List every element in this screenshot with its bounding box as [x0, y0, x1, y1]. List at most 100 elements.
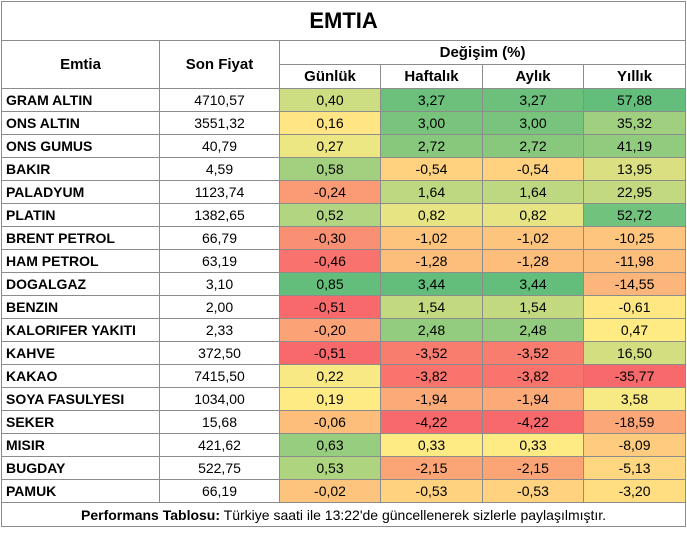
- daily-change: -0,06: [279, 410, 381, 434]
- monthly-change: -1,94: [482, 387, 584, 411]
- table-title: EMTIA: [0, 1, 687, 41]
- monthly-change: 1,54: [482, 295, 584, 319]
- yearly-change: -14,55: [582, 272, 687, 296]
- yearly-change: 35,32: [582, 111, 687, 135]
- table-row: BRENT PETROL 66,79 -0,30 -1,02 -1,02 -10,25: [1, 226, 687, 250]
- weekly-change: 3,27: [380, 88, 483, 112]
- yearly-change: 52,72: [582, 203, 687, 227]
- monthly-change: 3,27: [482, 88, 584, 112]
- last-price: 4710,57: [159, 88, 280, 112]
- commodity-name: BENZIN: [1, 295, 160, 319]
- weekly-change: -1,94: [380, 387, 483, 411]
- monthly-change: -0,54: [482, 157, 584, 181]
- last-price: 4,59: [159, 157, 280, 181]
- yearly-change: -3,20: [582, 479, 687, 503]
- monthly-change: -3,52: [482, 341, 584, 365]
- commodity-name: DOGALGAZ: [1, 272, 160, 296]
- commodity-name: PLATIN: [1, 203, 160, 227]
- last-price: 2,33: [159, 318, 280, 342]
- daily-change: 0,22: [279, 364, 381, 388]
- last-price: 1382,65: [159, 203, 280, 227]
- table-row: BENZIN 2,00 -0,51 1,54 1,54 -0,61: [1, 295, 687, 319]
- table-row: MISIR 421,62 0,63 0,33 0,33 -8,09: [1, 433, 687, 457]
- weekly-change: -1,28: [380, 249, 483, 273]
- last-price: 372,50: [159, 341, 280, 365]
- commodity-name: KAHVE: [1, 341, 160, 365]
- monthly-change: 2,72: [482, 134, 584, 158]
- commodity-name: PALADYUM: [1, 180, 160, 204]
- last-price: 7415,50: [159, 364, 280, 388]
- table-row: GRAM ALTIN 4710,57 0,40 3,27 3,27 57,88: [1, 88, 687, 112]
- header-degisim: Değişim (%): [278, 40, 687, 65]
- daily-change: 0,52: [279, 203, 381, 227]
- footer-note: Performans Tablosu: Türkiye saati ile 13…: [0, 502, 687, 527]
- last-price: 1123,74: [159, 180, 280, 204]
- table-row: ONS ALTIN 3551,32 0,16 3,00 3,00 35,32: [1, 111, 687, 135]
- commodity-name: SOYA FASULYESI: [1, 387, 160, 411]
- monthly-change: 0,33: [482, 433, 584, 457]
- table-row: SEKER 15,68 -0,06 -4,22 -4,22 -18,59: [1, 410, 687, 434]
- daily-change: -0,20: [279, 318, 381, 342]
- monthly-change: 3,00: [482, 111, 584, 135]
- table-row: PAMUK 66,19 -0,02 -0,53 -0,53 -3,20: [1, 479, 687, 503]
- daily-change: 0,53: [279, 456, 381, 480]
- yearly-change: -35,77: [582, 364, 687, 388]
- table-row: KAKAO 7415,50 0,22 -3,82 -3,82 -35,77: [1, 364, 687, 388]
- daily-change: 0,63: [279, 433, 381, 457]
- table-row: PALADYUM 1123,74 -0,24 1,64 1,64 22,95: [1, 180, 687, 204]
- table-row: BUGDAY 522,75 0,53 -2,15 -2,15 -5,13: [1, 456, 687, 480]
- weekly-change: 3,00: [380, 111, 483, 135]
- commodity-name: BRENT PETROL: [1, 226, 160, 250]
- table-row: BAKIR 4,59 0,58 -0,54 -0,54 13,95: [1, 157, 687, 181]
- commodity-name: GRAM ALTIN: [1, 88, 160, 112]
- weekly-change: 0,82: [380, 203, 483, 227]
- commodity-name: ONS GUMUS: [1, 134, 160, 158]
- commodity-name: ONS ALTIN: [1, 111, 160, 135]
- yearly-change: -18,59: [582, 410, 687, 434]
- header-gunluk: Günlük: [279, 64, 381, 89]
- yearly-change: -10,25: [582, 226, 687, 250]
- monthly-change: 2,48: [482, 318, 584, 342]
- weekly-change: -3,52: [380, 341, 483, 365]
- monthly-change: -0,53: [482, 479, 584, 503]
- emtia-table: EMTIA Emtia Son Fiyat Değişim (%) Günlük…: [0, 1, 687, 527]
- last-price: 66,19: [159, 479, 280, 503]
- commodity-name: PAMUK: [1, 479, 160, 503]
- weekly-change: 2,48: [380, 318, 483, 342]
- yearly-change: 22,95: [582, 180, 687, 204]
- yearly-change: 13,95: [582, 157, 687, 181]
- last-price: 3,10: [159, 272, 280, 296]
- monthly-change: -3,82: [482, 364, 584, 388]
- last-price: 522,75: [159, 456, 280, 480]
- table-row: SOYA FASULYESI 1034,00 0,19 -1,94 -1,94 3,58: [1, 387, 687, 411]
- monthly-change: -2,15: [482, 456, 584, 480]
- table-row: DOGALGAZ 3,10 0,85 3,44 3,44 -14,55: [1, 272, 687, 296]
- daily-change: 0,58: [279, 157, 381, 181]
- table-row: HAM PETROL 63,19 -0,46 -1,28 -1,28 -11,98: [1, 249, 687, 273]
- footer-label: Performans Tablosu:: [81, 506, 221, 523]
- table-row: PLATIN 1382,65 0,52 0,82 0,82 52,72: [1, 203, 687, 227]
- yearly-change: -5,13: [582, 456, 687, 480]
- header-son-fiyat: Son Fiyat: [159, 40, 280, 89]
- last-price: 3551,32: [159, 111, 280, 135]
- commodity-name: KALORIFER YAKITI: [1, 318, 160, 342]
- weekly-change: -2,15: [380, 456, 483, 480]
- yearly-change: 16,50: [582, 341, 687, 365]
- monthly-change: -1,28: [482, 249, 584, 273]
- header-emtia: Emtia: [1, 40, 160, 89]
- commodity-name: HAM PETROL: [1, 249, 160, 273]
- last-price: 2,00: [159, 295, 280, 319]
- monthly-change: 0,82: [482, 203, 584, 227]
- daily-change: -0,51: [279, 341, 381, 365]
- footer-text: Türkiye saati ile 13:22'de güncellenerek…: [220, 506, 607, 523]
- daily-change: 0,40: [279, 88, 381, 112]
- weekly-change: -0,53: [380, 479, 483, 503]
- monthly-change: 3,44: [482, 272, 584, 296]
- header-haftalik: Haftalık: [380, 64, 483, 89]
- yearly-change: -8,09: [582, 433, 687, 457]
- monthly-change: -4,22: [482, 410, 584, 434]
- commodity-name: BAKIR: [1, 157, 160, 181]
- last-price: 63,19: [159, 249, 280, 273]
- table-body: GRAM ALTIN 4710,57 0,40 3,27 3,27 57,88 ONS AL…: [1, 88, 687, 503]
- commodity-name: SEKER: [1, 410, 160, 434]
